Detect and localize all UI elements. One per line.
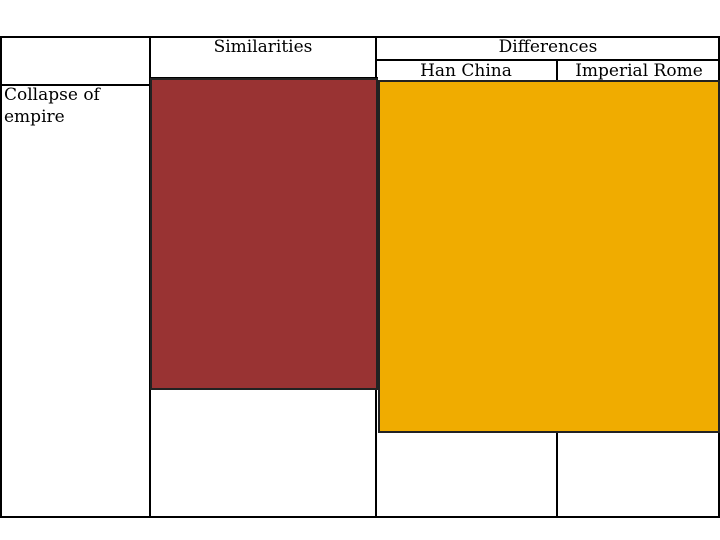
- similarities-box: [150, 78, 378, 390]
- header-similarities: Similarities: [213, 37, 313, 57]
- row-line: [0, 84, 150, 86]
- subheader: Han China: [420, 61, 512, 81]
- row-line: [376, 59, 720, 61]
- header-differences: Differences: [498, 37, 598, 57]
- differences-box: [378, 80, 720, 433]
- subheader: Imperial Rome: [575, 61, 703, 81]
- row-label: Collapse of empire: [4, 85, 100, 127]
